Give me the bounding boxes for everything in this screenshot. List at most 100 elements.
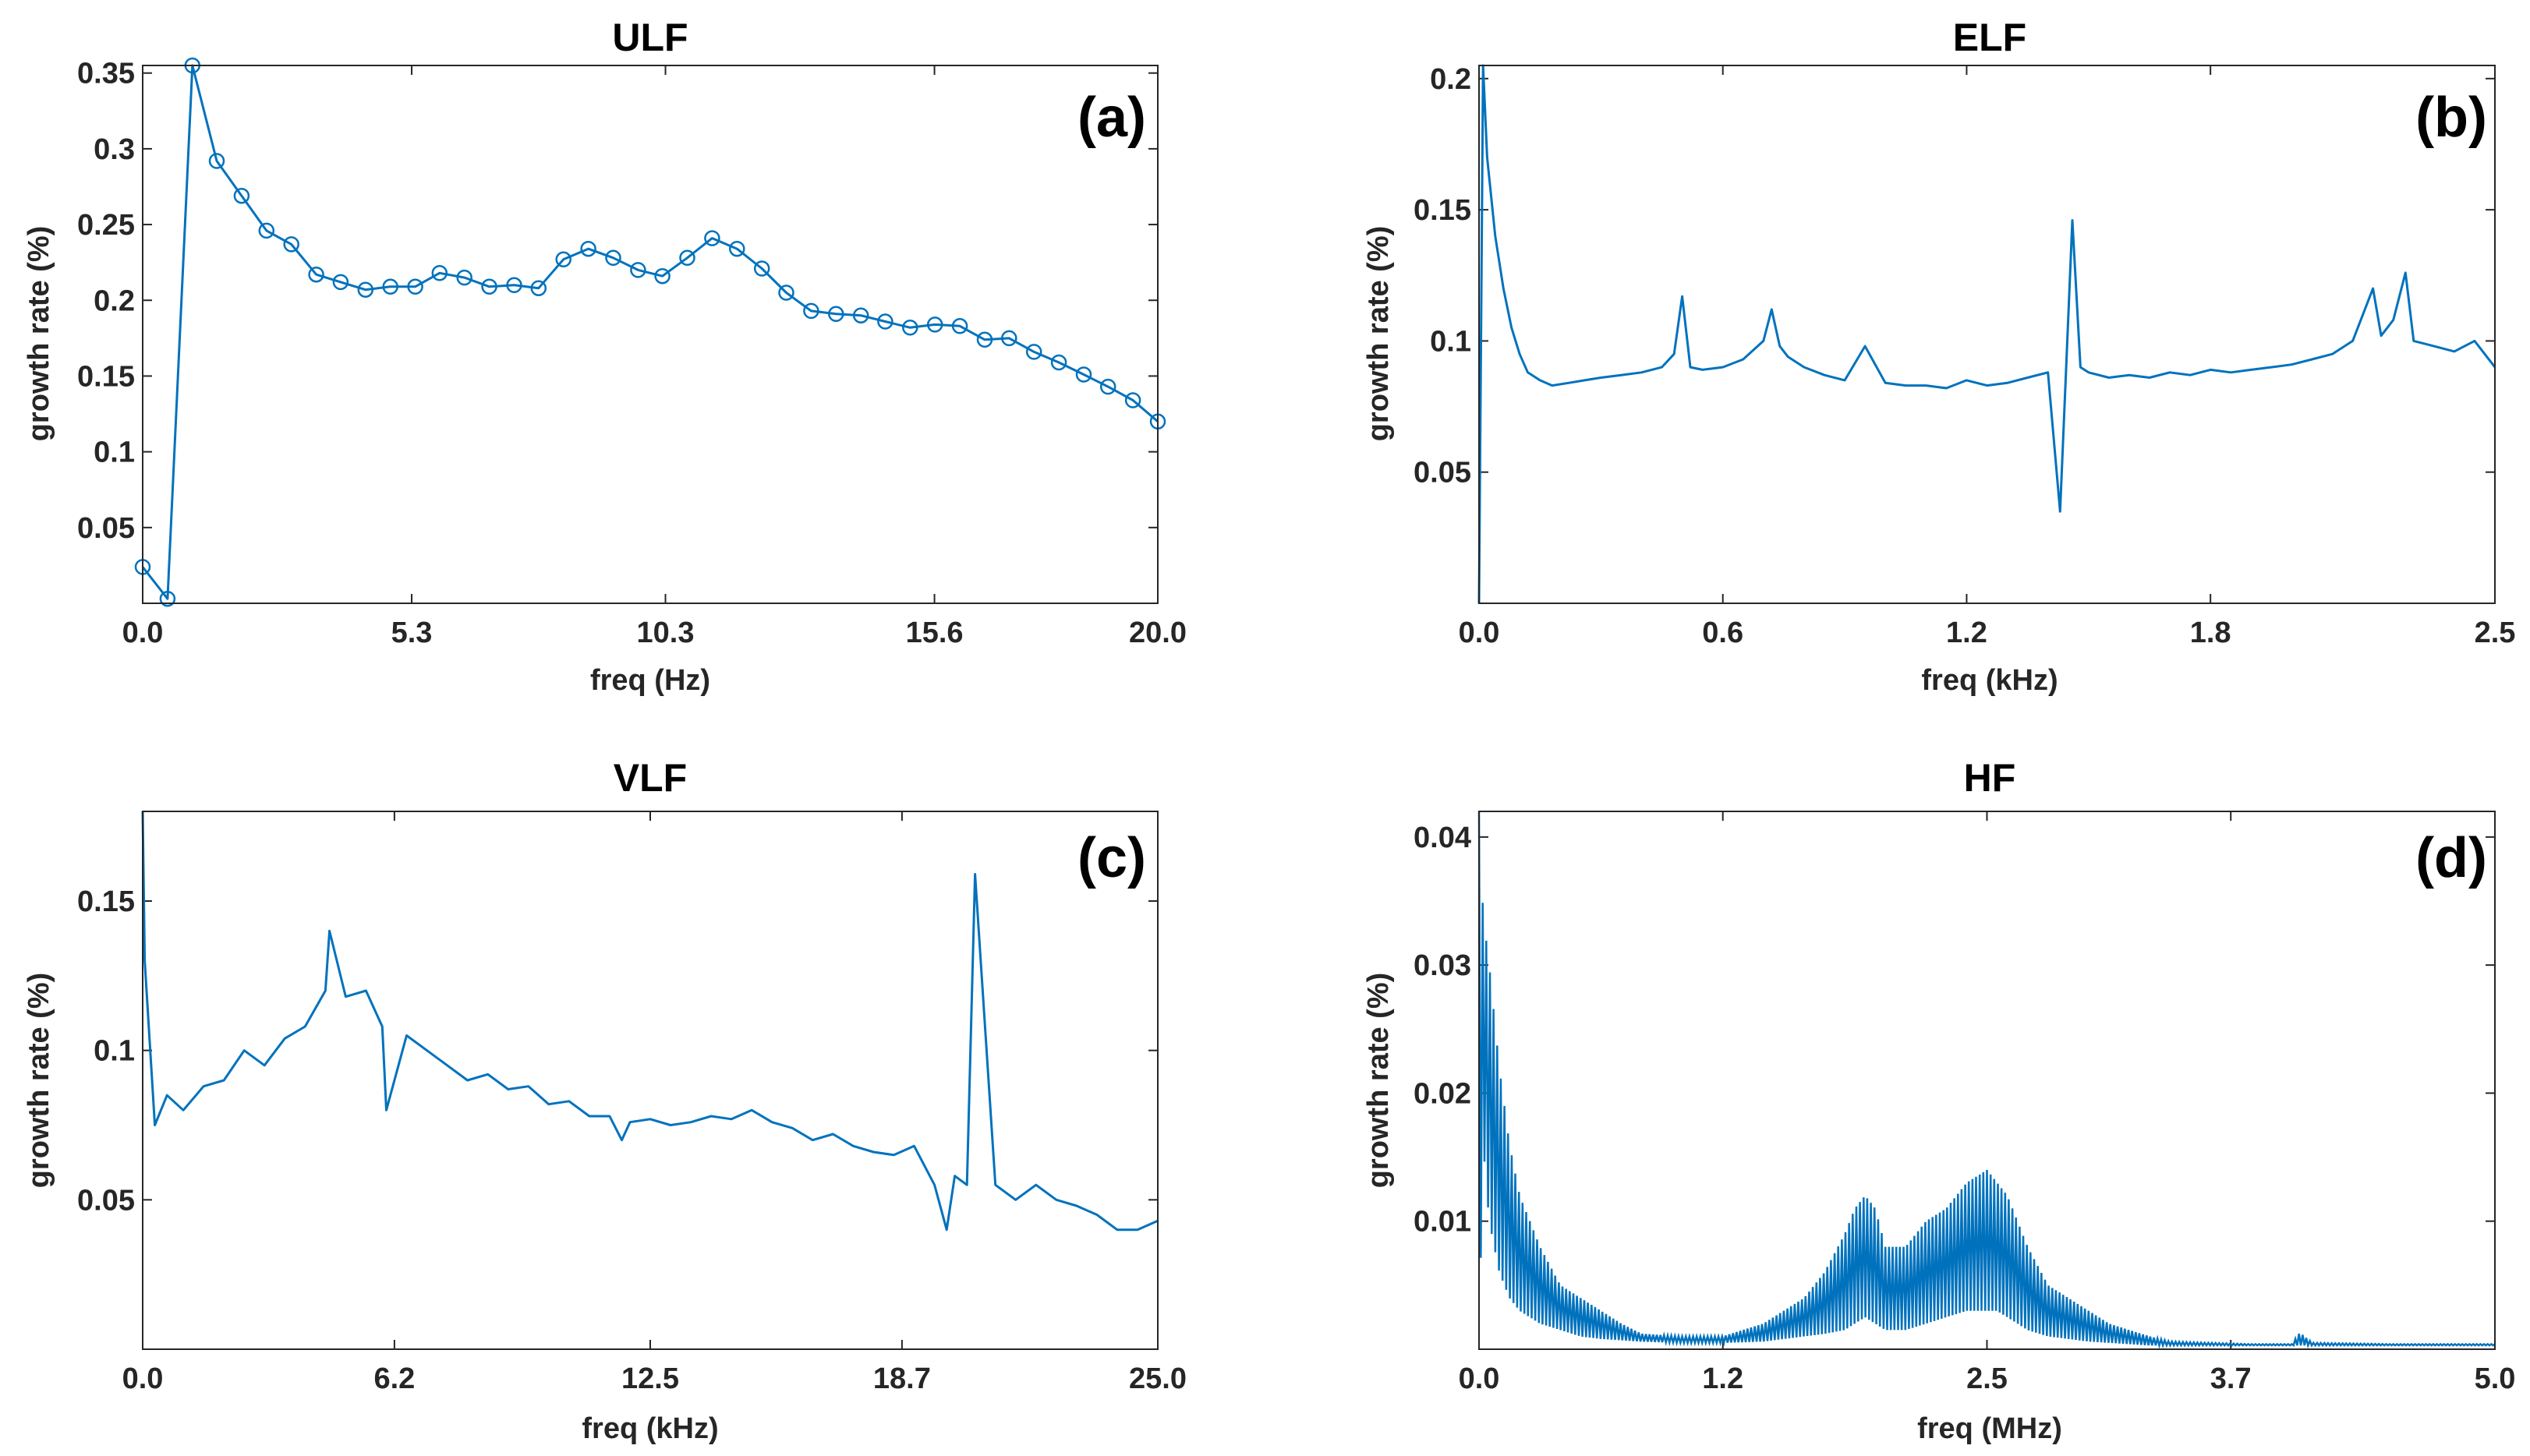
subplot-a-data-point [976,331,993,348]
subplot-d-series-line [1477,811,2496,1349]
subplot-a-data-point [456,269,472,286]
subplot-a-data-point [753,260,770,277]
subplot-a-data-point [283,236,299,253]
subplot-b-series-line [1477,64,2496,604]
subplot-b-ylabel: growth rate (%) [1362,226,1395,442]
subplot-b-xlabel: freq (kHz) [1921,664,2058,697]
subplot-a-data-point [1075,366,1092,383]
subplot-a-data-point [902,320,918,336]
subplot-b-ytick-label: 0.1 [1430,325,1471,358]
subplot-a-data-point [258,222,275,239]
subplot-a-data-point [877,313,893,330]
subplot-a-data-point [951,318,968,334]
subplot-c-axes-box [142,811,1159,1350]
subplot-a-data-point [605,249,621,267]
subplot-d-xlabel: freq (MHz) [1917,1412,2062,1445]
subplot-a-ylabel: growth rate (%) [23,226,55,442]
subplot-c-xlabel: freq (kHz) [582,1412,718,1445]
subplot-b-ytick-label: 0.05 [1414,457,1471,489]
subplot-a-data-point [382,278,398,295]
subplot-a-data-point [1050,354,1067,371]
subplot-a-data-point [530,280,547,296]
subplot-a-data-point [308,266,324,283]
subplot-a-data-point [926,316,943,333]
subplot-a-data-point [1124,392,1141,408]
subplot-d-xtick-label: 0.0 [1459,1362,1500,1395]
subplot-c: VLF (c) freq (kHz) growth rate (%) 0.0 6.… [23,756,1187,1445]
subplot-a-data-point [580,240,596,257]
subplot-a-ytick-label: 0.3 [94,133,135,166]
subplot-a: ULF (a) freq (Hz) growth rate (%) 0.0 5.3… [23,16,1187,697]
subplot-c-ytick-label: 0.15 [77,885,135,918]
subplot-a-data-point [407,278,423,295]
subplot-a-data-point [1099,378,1116,395]
subplot-d-ytick-label: 0.03 [1414,949,1471,982]
subplot-d-ytick-label: 0.04 [1414,822,1471,854]
subplot-a-data-point [778,284,794,301]
subplot-c-xtick-label: 12.5 [621,1362,679,1395]
subplot-d-ytick-label: 0.02 [1414,1077,1471,1110]
subplot-b-axes-box [1478,65,2496,604]
subplot-a-data-point [481,278,497,295]
subplot-a-data-point [431,265,448,281]
subplot-d-panel-label: (d) [2415,827,2487,889]
subplot-d: HF (d) freq (MHz) growth rate (%) 0.0 1.2… [1362,756,2515,1445]
subplot-c-xtick-label: 6.2 [373,1362,415,1395]
subplot-d-ylabel: growth rate (%) [1362,973,1395,1189]
subplot-c-ytick-label: 0.05 [77,1184,135,1217]
subplot-d-plot-area [1477,811,2496,1349]
subplot-c-series-line [141,811,1159,1232]
subplot-b-ytick-label: 0.15 [1414,194,1471,227]
subplot-a-ytick-label: 0.05 [77,512,135,545]
subplot-c-ylabel: growth rate (%) [23,973,55,1189]
subplot-b-panel-label: (b) [2415,87,2487,149]
subplot-a-data-point [208,153,225,169]
subplot-d-ticks: 0.0 1.2 2.5 3.7 5.0 0.01 0.02 0.03 0.04 [1414,811,2515,1395]
subplot-d-xtick-label: 3.7 [2210,1362,2252,1395]
subplot-a-xtick-label: 20.0 [1129,617,1187,649]
subplot-a-ticks: 0.0 5.3 10.3 15.6 20.0 0.05 0.1 0.15 0.2 0.25 0.3 0… [77,58,1187,649]
subplot-a-data-point [654,267,671,284]
subplot-c-xtick-label: 0.0 [122,1362,164,1395]
subplot-a-xtick-label: 0.0 [122,617,164,649]
subplot-b-plot-area [1477,64,2496,604]
subplot-a-ytick-label: 0.2 [94,284,135,317]
subplot-a-data-point [1001,330,1017,347]
subplot-a-xtick-label: 5.3 [391,617,433,649]
subplot-a-axes-box [142,65,1159,604]
subplot-c-xtick-label: 18.7 [873,1362,931,1395]
subplot-c-panel-label: (c) [1077,827,1146,889]
subplot-a-xtick-label: 15.6 [906,617,964,649]
subplot-a-data-point [630,262,646,278]
subplot-d-xtick-label: 5.0 [2475,1362,2516,1395]
subplot-c-ticks: 0.0 6.2 12.5 18.7 25.0 0.05 0.1 0.15 [77,811,1187,1395]
subplot-b-ticks: 0.0 0.6 1.2 1.8 2.5 0.05 0.1 0.15 0.2 [1414,63,2515,649]
subplot-b-xtick-label: 2.5 [2475,617,2516,649]
subplot-d-xtick-label: 2.5 [1966,1362,2008,1395]
subplot-a-data-point [803,302,819,320]
subplot-a-data-point [704,230,720,246]
subplot-c-plot-area [141,811,1159,1232]
subplot-a-ytick-label: 0.35 [77,58,135,90]
subplot-a-data-point [332,274,349,291]
subplot-a-data-point [1025,344,1042,360]
subplot-d-axes-box [1478,811,2496,1350]
subplot-a-ytick-label: 0.1 [94,436,135,469]
subplot-a-data-point [555,251,571,268]
subplot-a-ytick-label: 0.25 [77,209,135,242]
subplot-a-data-point [828,306,844,323]
subplot-a-xtick-label: 10.3 [637,617,695,649]
subplot-a-plot-area [134,57,1166,607]
subplot-d-ytick-label: 0.01 [1414,1206,1471,1239]
subplot-c-xtick-label: 25.0 [1129,1362,1187,1395]
subplot-b-ytick-label: 0.2 [1430,63,1471,96]
subplot-a-panel-label: (a) [1077,87,1146,149]
subplot-a-title: ULF [612,16,688,59]
subplot-b-xtick-label: 0.0 [1459,617,1500,649]
subplot-a-data-point [679,249,695,267]
subplot-b-title: ELF [1953,16,2026,59]
subplot-a-data-point [729,240,745,257]
subplot-b: ELF (b) freq (kHz) growth rate (%) 0.0 0.… [1362,16,2515,697]
subplot-b-xtick-label: 1.2 [1946,617,1987,649]
